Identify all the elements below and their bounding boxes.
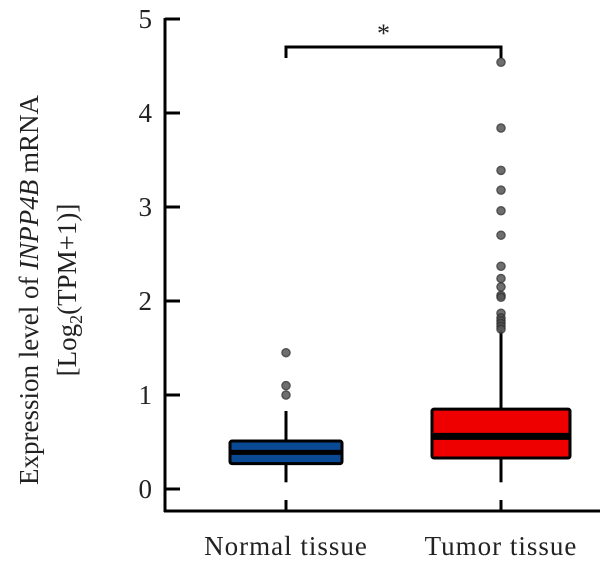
- y-tick-label: 2: [139, 286, 153, 316]
- outlier-point: [496, 261, 506, 271]
- outlier-point: [496, 273, 506, 284]
- y-axis-label-line2: [Log2(TPM+1)]: [52, 204, 86, 377]
- outlier-point: [281, 390, 291, 400]
- outlier-point: [496, 123, 506, 133]
- y-tick-label: 0: [139, 474, 153, 504]
- outlier-point: [496, 282, 506, 292]
- boxes: [228, 57, 572, 483]
- outlier-point: [496, 292, 506, 302]
- bracket-line: [284, 45, 503, 58]
- outlier-point: [281, 347, 291, 358]
- y-ticks: 0 1 2 3 4 5: [139, 4, 180, 504]
- y-axis-label: Expression level of INPP4B mRNA [Log2(TP…: [14, 95, 86, 485]
- box-tumor: [430, 57, 572, 483]
- outlier-point: [281, 380, 291, 391]
- y-tick-label: 4: [139, 98, 153, 128]
- x-tick-label-tumor: Tumor tissue: [425, 531, 578, 561]
- outlier-point: [496, 324, 506, 334]
- y-tick-label: 5: [139, 4, 153, 34]
- outlier-point: [496, 165, 506, 176]
- y-tick-label: 3: [139, 192, 153, 222]
- x-tick-label-normal: Normal tissue: [204, 531, 368, 561]
- box-normal: [228, 347, 344, 483]
- outlier-point: [496, 185, 506, 195]
- significance-label: *: [377, 19, 390, 48]
- x-ticks: [284, 500, 503, 511]
- outlier-point: [496, 57, 506, 67]
- y-tick-label: 1: [139, 380, 153, 410]
- y-axis-label-line1: Expression level of INPP4B mRNA: [14, 95, 44, 485]
- significance-bracket: [284, 45, 503, 58]
- outlier-point: [496, 230, 506, 240]
- outlier-point: [496, 206, 506, 216]
